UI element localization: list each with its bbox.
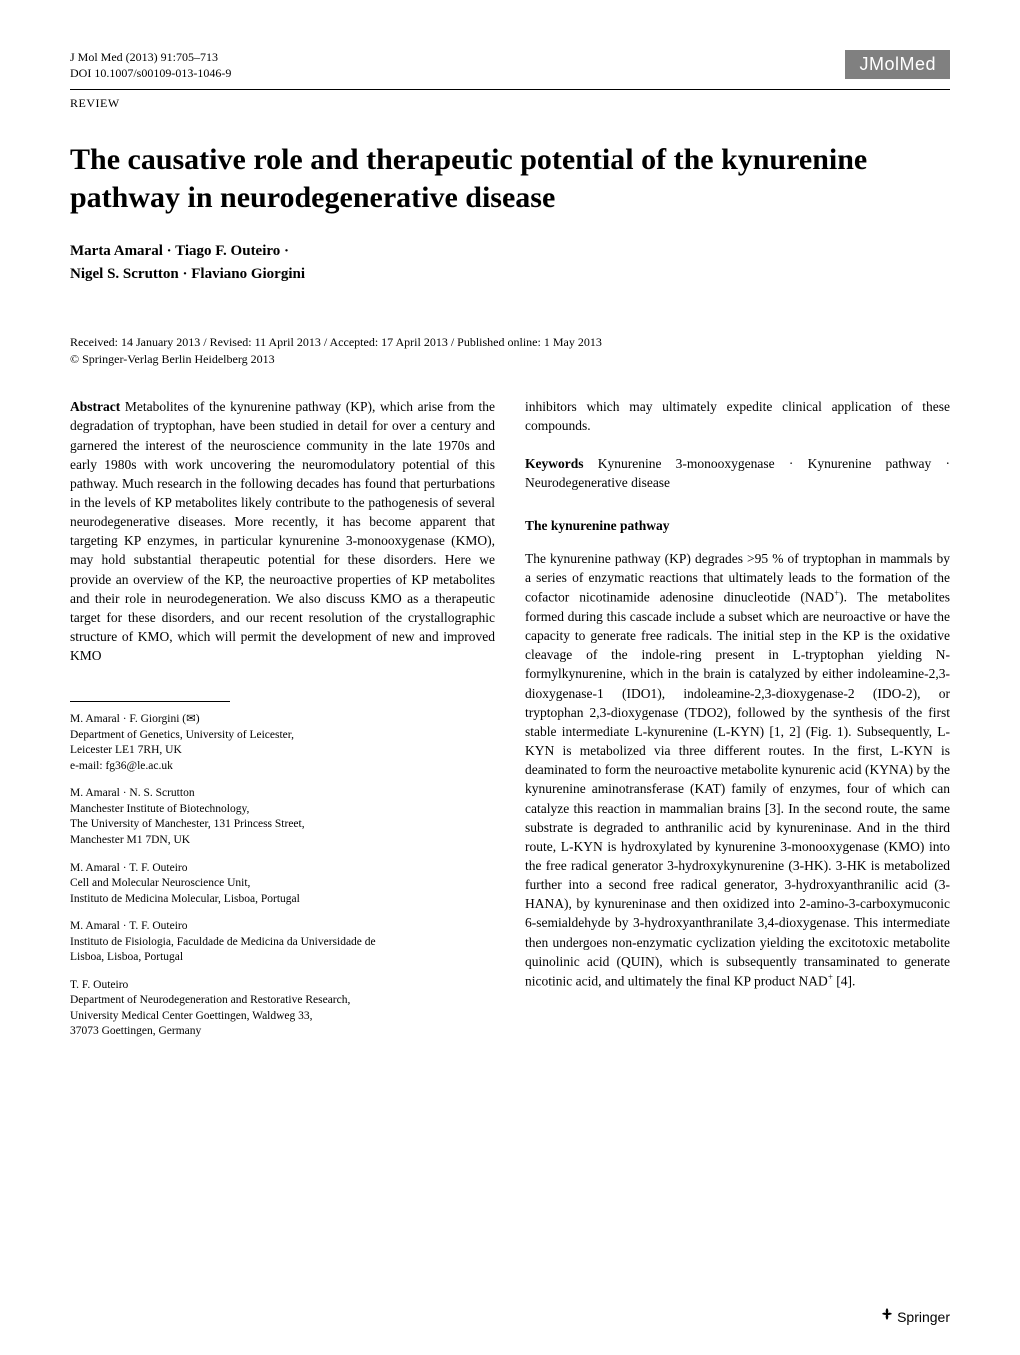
section-body: The kynurenine pathway (KP) degrades >95… — [525, 549, 950, 991]
authors-line-2: Nigel S. Scrutton · Flaviano Giorgini — [70, 263, 950, 286]
section-heading: The kynurenine pathway — [525, 516, 950, 535]
two-column-layout: Abstract Metabolites of the kynurenine p… — [70, 397, 950, 1051]
header-row: J Mol Med (2013) 91:705–713 DOI 10.1007/… — [70, 50, 950, 81]
keywords-label: Keywords — [525, 456, 584, 471]
affiliation-5: T. F. Outeiro Department of Neurodegener… — [70, 978, 495, 1040]
authors-line-1: Marta Amaral · Tiago F. Outeiro · — [70, 240, 950, 263]
authors: Marta Amaral · Tiago F. Outeiro · Nigel … — [70, 240, 950, 285]
affiliation-2: M. Amaral · N. S. Scrutton Manchester In… — [70, 786, 495, 848]
body-part-2: ). The metabolites formed during this ca… — [525, 590, 950, 989]
article-dates: Received: 14 January 2013 / Revised: 11 … — [70, 335, 950, 350]
journal-logo: JMolMed — [845, 50, 950, 79]
affil-authors: T. F. Outeiro — [70, 978, 495, 994]
affil-line: e-mail: fg36@le.ac.uk — [70, 760, 173, 772]
affil-authors: M. Amaral · N. S. Scrutton — [70, 786, 495, 802]
right-column: inhibitors which may ultimately expedite… — [525, 397, 950, 1051]
affil-line: Lisboa, Lisboa, Portugal — [70, 951, 183, 963]
affil-line: Manchester Institute of Biotechnology, — [70, 803, 249, 815]
affil-line: The University of Manchester, 131 Prince… — [70, 818, 305, 830]
journal-citation: J Mol Med (2013) 91:705–713 — [70, 50, 231, 66]
abstract-continuation: inhibitors which may ultimately expedite… — [525, 397, 950, 435]
affiliation-divider — [70, 701, 230, 702]
affil-line: Instituto de Medicina Molecular, Lisboa,… — [70, 893, 300, 905]
journal-info: J Mol Med (2013) 91:705–713 DOI 10.1007/… — [70, 50, 231, 81]
affil-line: Department of Neurodegeneration and Rest… — [70, 994, 350, 1006]
affil-line: Instituto de Fisiologia, Faculdade de Me… — [70, 936, 376, 948]
abstract-text: Metabolites of the kynurenine pathway (K… — [70, 399, 495, 663]
affiliation-1: M. Amaral · F. Giorgini (✉) Department o… — [70, 712, 495, 774]
divider-top — [70, 89, 950, 90]
publisher-logo: Springer — [879, 1306, 950, 1325]
review-label: REVIEW — [70, 96, 950, 111]
left-column: Abstract Metabolites of the kynurenine p… — [70, 397, 495, 1051]
affil-line: University Medical Center Goettingen, Wa… — [70, 1010, 313, 1022]
affil-line: Manchester M1 7DN, UK — [70, 834, 190, 846]
doi: DOI 10.1007/s00109-013-1046-9 — [70, 66, 231, 82]
affiliation-4: M. Amaral · T. F. Outeiro Instituto de F… — [70, 919, 495, 966]
keywords-text: Kynurenine 3-monooxygenase · Kynurenine … — [525, 456, 950, 490]
affil-line: 37073 Goettingen, Germany — [70, 1025, 201, 1037]
affil-authors: M. Amaral · T. F. Outeiro — [70, 861, 495, 877]
body-part-3: [4]. — [833, 973, 856, 988]
springer-icon — [879, 1306, 895, 1325]
abstract-paragraph: Abstract Metabolites of the kynurenine p… — [70, 397, 495, 665]
copyright: © Springer-Verlag Berlin Heidelberg 2013 — [70, 352, 950, 367]
affil-authors: M. Amaral · F. Giorgini (✉) — [70, 712, 495, 728]
affiliation-3: M. Amaral · T. F. Outeiro Cell and Molec… — [70, 861, 495, 908]
affil-line: Leicester LE1 7RH, UK — [70, 744, 182, 756]
keywords-paragraph: Keywords Kynurenine 3-monooxygenase · Ky… — [525, 454, 950, 492]
article-title: The causative role and therapeutic poten… — [70, 141, 950, 216]
affil-authors: M. Amaral · T. F. Outeiro — [70, 919, 495, 935]
affil-line: Cell and Molecular Neuroscience Unit, — [70, 877, 250, 889]
publisher-name: Springer — [897, 1309, 950, 1325]
affil-line: Department of Genetics, University of Le… — [70, 729, 294, 741]
abstract-label: Abstract — [70, 399, 120, 414]
